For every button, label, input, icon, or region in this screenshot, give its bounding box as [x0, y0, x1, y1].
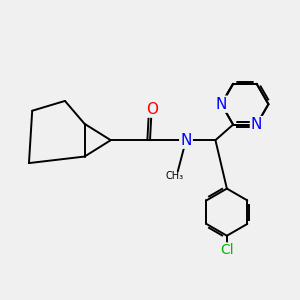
Text: CH₃: CH₃ — [166, 171, 184, 181]
Text: O: O — [146, 102, 158, 117]
Text: N: N — [251, 117, 262, 132]
Text: N: N — [216, 97, 227, 112]
Text: Cl: Cl — [220, 243, 234, 257]
Text: N: N — [180, 133, 192, 148]
